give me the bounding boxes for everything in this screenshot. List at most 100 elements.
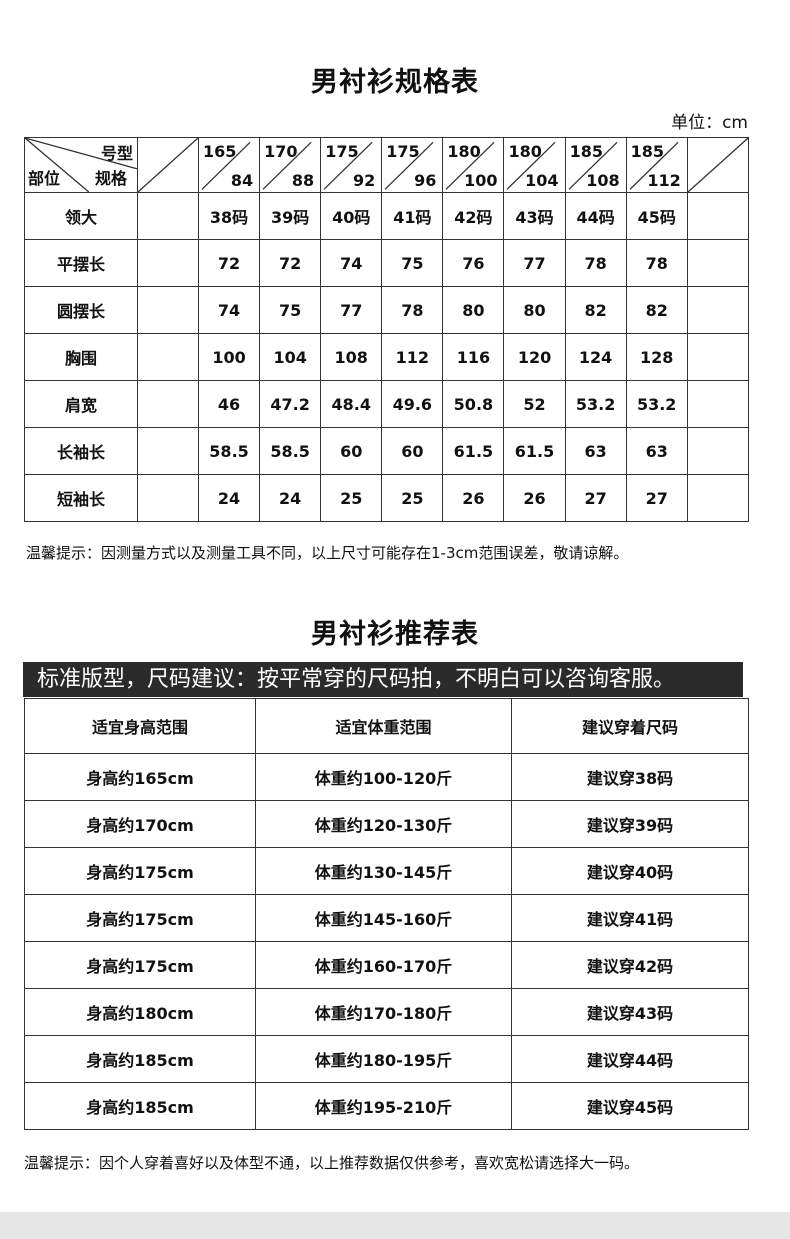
spec-table-title: 男衬衫规格表 (311, 67, 479, 98)
size-cell: 建议穿44码 (511, 1035, 749, 1083)
empty-cell (137, 286, 199, 334)
table-row: 身高约175cm 体重约130-145斤 建议穿40码 (24, 847, 749, 895)
value-cell: 72 (197, 239, 261, 287)
value-cell: 82 (564, 286, 627, 334)
row-label: 领大 (24, 192, 138, 240)
value-cell: 74 (197, 286, 261, 334)
diagonal-line (321, 138, 381, 192)
table-row: 身高约175cm 体重约145-160斤 建议穿41码 (24, 894, 749, 942)
value-cell: 45码 (625, 192, 688, 240)
value-cell: 78 (381, 286, 444, 334)
column-header: 建议穿着尺码 (511, 698, 749, 754)
size-height: 175 (386, 142, 420, 161)
diagonal-line (688, 138, 748, 192)
weight-cell: 体重约195-210斤 (255, 1082, 512, 1130)
corner-mid: 规格 (94, 169, 127, 188)
header-row: 号型 规格 部位 165 84 170 88 175 92 175 96 180 100 180 104 18… (24, 137, 749, 193)
weight-cell: 体重约100-120斤 (255, 753, 512, 801)
empty-cell (686, 380, 749, 428)
column-header: 适宜身高范围 (24, 698, 256, 754)
value-cell: 53.2 (625, 380, 688, 428)
size-header-cell: 185 108 (564, 137, 627, 193)
value-cell: 75 (259, 286, 322, 334)
corner-left: 部位 (28, 169, 61, 188)
empty-cell (686, 427, 749, 475)
size-header-cell: 165 84 (197, 137, 261, 193)
size-header-cell: 170 88 (259, 137, 322, 193)
size-header-cell: 175 96 (381, 137, 444, 193)
unit-label: 单位：cm (671, 113, 748, 133)
empty-cell (137, 474, 199, 522)
banner: 标准版型，尺码建议：按平常穿的尺码拍，不明白可以咨询客服。 (23, 662, 743, 697)
height-cell: 身高约175cm (24, 941, 256, 989)
value-cell: 39码 (259, 192, 322, 240)
table-row: 短袖长 24 24 25 25 26 26 27 27 (24, 474, 749, 522)
value-cell: 53.2 (564, 380, 627, 428)
empty-header-cell (137, 137, 199, 193)
row-label: 肩宽 (24, 380, 138, 428)
value-cell: 77 (503, 239, 566, 287)
value-cell: 46 (197, 380, 261, 428)
empty-cell (686, 474, 749, 522)
value-cell: 78 (564, 239, 627, 287)
value-cell: 25 (381, 474, 444, 522)
table-row: 身高约165cm 体重约100-120斤 建议穿38码 (24, 753, 749, 801)
size-cell: 建议穿40码 (511, 847, 749, 895)
table-row: 长袖长 58.5 58.5 60 60 61.5 61.5 63 63 (24, 427, 749, 475)
value-cell: 58.5 (259, 427, 322, 475)
value-cell: 58.5 (197, 427, 261, 475)
height-cell: 身高约180cm (24, 988, 256, 1036)
table-row: 身高约170cm 体重约120-130斤 建议穿39码 (24, 800, 749, 848)
table-row: 身高约185cm 体重约180-195斤 建议穿44码 (24, 1035, 749, 1083)
value-cell: 38码 (197, 192, 261, 240)
size-chest: 96 (414, 171, 437, 190)
value-cell: 47.2 (259, 380, 322, 428)
spec-note: 温馨提示：因测量方式以及测量工具不同，以上尺寸可能存在1-3cm范围误差，敬请谅… (26, 544, 629, 562)
size-header-cell: 185 112 (625, 137, 688, 193)
weight-cell: 体重约180-195斤 (255, 1035, 512, 1083)
value-cell: 44码 (564, 192, 627, 240)
value-cell: 108 (320, 333, 383, 381)
table-row: 身高约180cm 体重约170-180斤 建议穿43码 (24, 988, 749, 1036)
diagonal-line (260, 138, 320, 192)
column-header: 适宜体重范围 (255, 698, 512, 754)
value-cell: 24 (259, 474, 322, 522)
empty-cell (137, 380, 199, 428)
table-row: 胸围 100 104 108 112 116 120 124 128 (24, 333, 749, 381)
value-cell: 48.4 (320, 380, 383, 428)
corner-top: 号型 (100, 144, 133, 163)
weight-cell: 体重约120-130斤 (255, 800, 512, 848)
size-cell: 建议穿41码 (511, 894, 749, 942)
value-cell: 49.6 (381, 380, 444, 428)
row-label: 平摆长 (24, 239, 138, 287)
value-cell: 25 (320, 474, 383, 522)
empty-cell (686, 286, 749, 334)
height-cell: 身高约185cm (24, 1082, 256, 1130)
value-cell: 72 (259, 239, 322, 287)
value-cell: 27 (564, 474, 627, 522)
empty-cell (137, 192, 199, 240)
size-chest: 108 (586, 171, 620, 190)
diagonal-line (627, 138, 687, 192)
weight-cell: 体重约170-180斤 (255, 988, 512, 1036)
value-cell: 75 (381, 239, 444, 287)
rec-note: 温馨提示：因个人穿着喜好以及体型不通，以上推荐数据仅供参考，喜欢宽松请选择大一码… (24, 1154, 640, 1172)
value-cell: 61.5 (503, 427, 566, 475)
diagonal-line (138, 138, 198, 192)
value-cell: 60 (381, 427, 444, 475)
size-chest: 112 (647, 171, 681, 190)
size-height: 180 (447, 142, 481, 161)
value-cell: 63 (564, 427, 627, 475)
value-cell: 43码 (503, 192, 566, 240)
value-cell: 41码 (381, 192, 444, 240)
weight-cell: 体重约160-170斤 (255, 941, 512, 989)
weight-cell: 体重约130-145斤 (255, 847, 512, 895)
size-height: 180 (508, 142, 542, 161)
empty-cell (686, 192, 749, 240)
empty-cell (137, 427, 199, 475)
empty-cell (686, 333, 749, 381)
diagonal-line (25, 138, 137, 192)
size-cell: 建议穿39码 (511, 800, 749, 848)
value-cell: 40码 (320, 192, 383, 240)
header-row: 适宜身高范围 适宜体重范围 建议穿着尺码 (24, 698, 749, 754)
